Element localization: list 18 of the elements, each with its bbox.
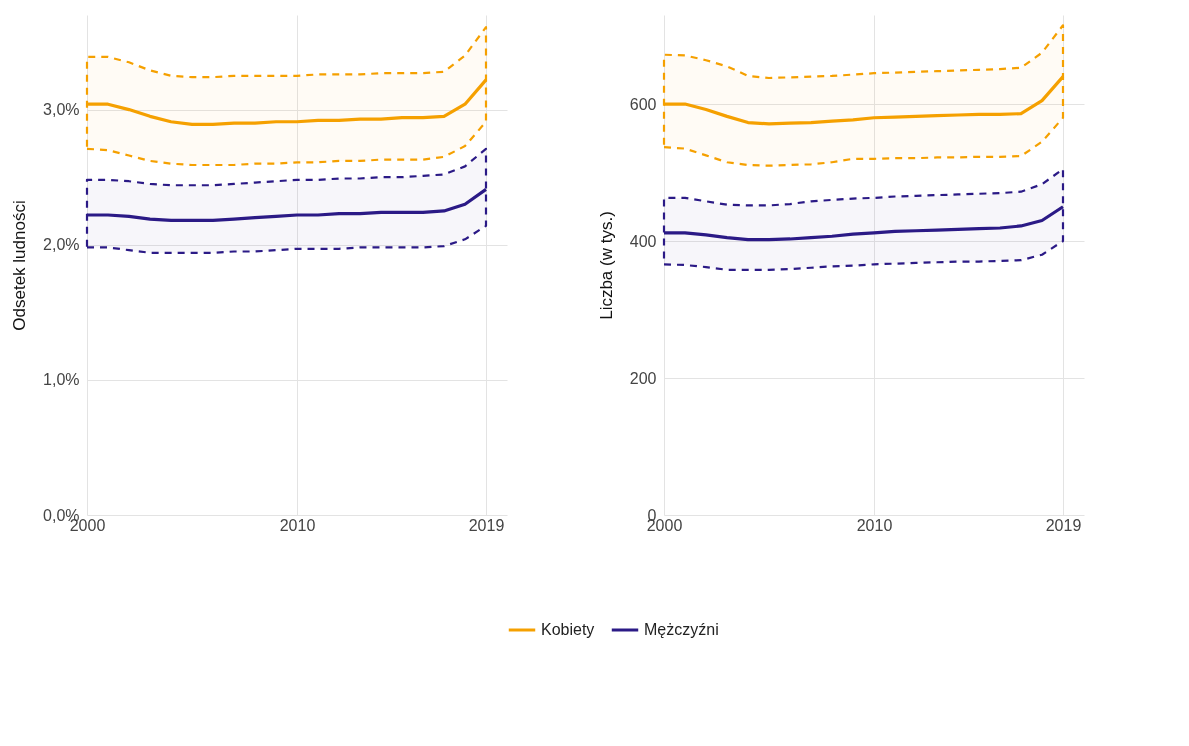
y-tick-label: 200 xyxy=(629,369,657,387)
y-tick-label: 400 xyxy=(629,232,657,250)
legend-label: Kobiety xyxy=(541,621,595,638)
line-series xyxy=(662,205,1065,242)
y-tick-label: 1,0% xyxy=(43,371,80,389)
y-axis-title: Odsetek ludności xyxy=(10,200,30,331)
legend-label: Mężczyźni xyxy=(644,621,719,638)
y-tick-label: 2,0% xyxy=(43,236,80,254)
y-tick-label: 600 xyxy=(629,95,657,113)
x-tick-label: 2019 xyxy=(1045,516,1082,534)
x-tick-label: 2010 xyxy=(279,516,316,534)
line-series xyxy=(662,75,1065,126)
line-series xyxy=(85,187,488,223)
x-tick-label: 2019 xyxy=(468,516,505,534)
line-series xyxy=(85,78,488,127)
x-tick-label: 2010 xyxy=(856,516,893,534)
y-axis-title: Liczba (w tys.) xyxy=(596,211,616,320)
y-tick-label: 3,0% xyxy=(43,101,80,119)
